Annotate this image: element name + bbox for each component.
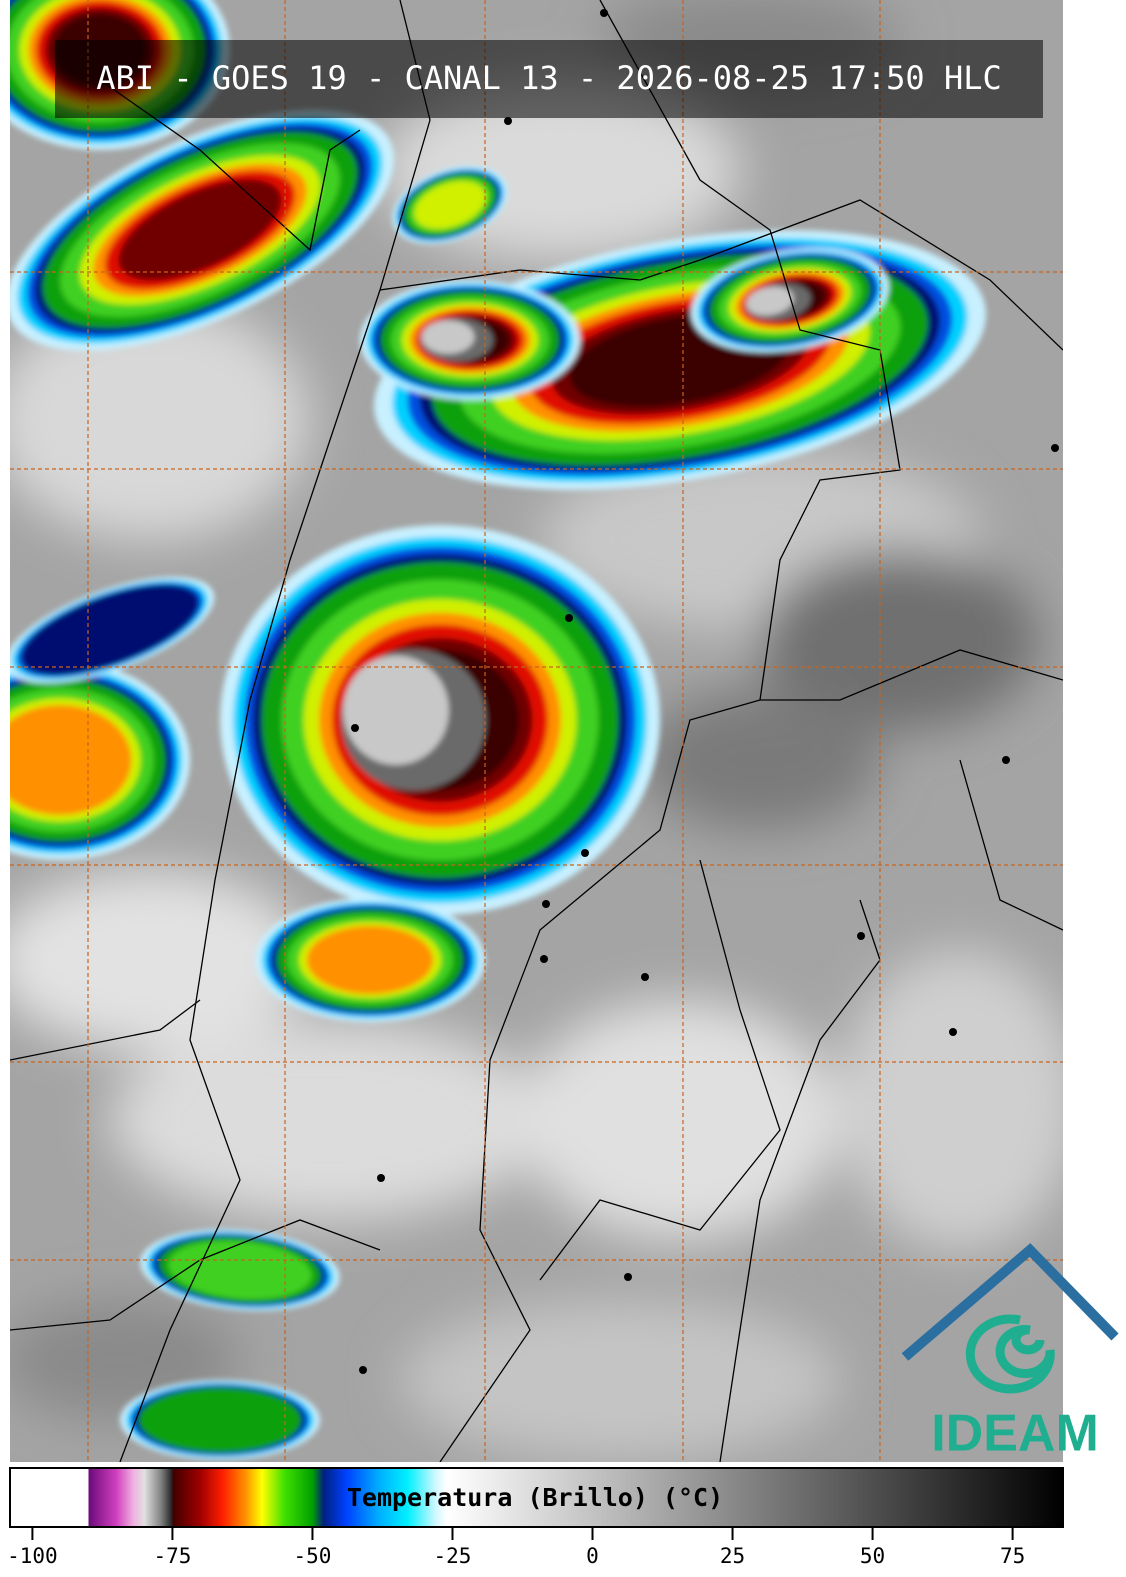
storm-ring [168, 1240, 312, 1300]
title-box [55, 40, 1043, 118]
lat-lon-grid [10, 0, 1063, 1462]
colorbar-ramp [9, 1467, 1064, 1528]
storm-ring [10, 705, 132, 815]
storm-ring [414, 180, 486, 230]
colorbar-tick-label: -100 [7, 1544, 58, 1568]
colorbar-tick-label: 0 [586, 1544, 599, 1568]
colorbar-tick-label: -25 [434, 1544, 472, 1568]
city-dots [351, 9, 1059, 1374]
storm-cell [360, 280, 580, 400]
storm-cell [392, 166, 508, 244]
storm-core [421, 320, 475, 354]
storm-ring [306, 925, 434, 995]
colorbar-tick-label: 50 [860, 1544, 885, 1568]
map-image [10, 0, 1063, 1462]
borders [10, 0, 1063, 1462]
storm-core [746, 286, 794, 316]
colorbar: Temperatura (Brillo) (°C) -100 -75 -50 -25 0… [7, 1467, 1064, 1568]
logo: IDEAM [901, 1243, 1119, 1463]
storm-cell [10, 109, 395, 351]
storm-cell [10, 660, 190, 860]
storm-cell [691, 247, 889, 353]
title: ABI - GOES 19 - CANAL 13 - 2026-08-25 17… [96, 59, 1001, 97]
storm-ring [118, 179, 282, 281]
storm-cell [255, 898, 485, 1022]
storm-ring [21, 584, 199, 676]
colorbar-tick-label: -75 [153, 1544, 191, 1568]
storm-cell [120, 1380, 320, 1460]
cloud-texture [10, 0, 1063, 1460]
logo-spiral [965, 1314, 1055, 1394]
storm-cell [220, 525, 660, 915]
storm-cell [140, 1229, 340, 1311]
colorbar-tick-label: 25 [720, 1544, 745, 1568]
logo-text: IDEAM [931, 1405, 1099, 1463]
storm-ring [139, 1387, 301, 1453]
storm-core [343, 655, 449, 765]
colorbar-tick-label: -50 [293, 1544, 331, 1568]
storm-cell [10, 576, 215, 684]
storm-cells [10, 0, 987, 1460]
logo-roof [901, 1243, 1119, 1361]
colorbar-tick-label: 75 [1000, 1544, 1025, 1568]
colorbar-label: Temperatura (Brillo) (°C) [347, 1483, 723, 1512]
